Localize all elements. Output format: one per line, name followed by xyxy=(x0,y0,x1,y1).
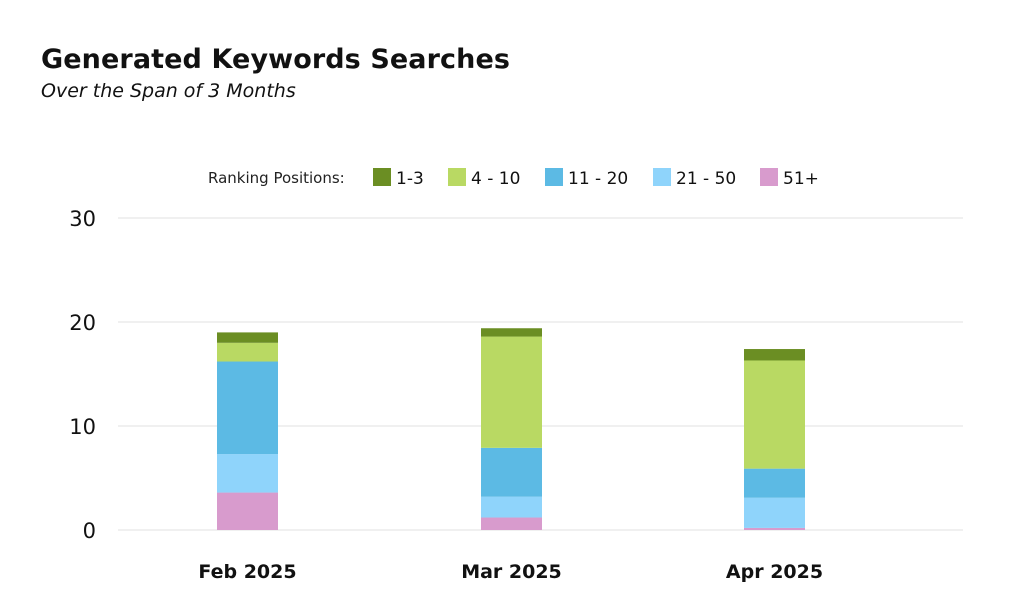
bar-segment xyxy=(744,349,805,361)
bar-segment xyxy=(481,517,542,530)
legend: Ranking Positions: 1-3 4 - 10 11 - 20 21 - … xyxy=(208,168,819,189)
bar-segment xyxy=(217,492,278,530)
y-tick-label: 10 xyxy=(69,415,96,439)
chart-title: Generated Keywords Searches xyxy=(41,44,511,75)
x-tick-label: Mar 2025 xyxy=(461,561,562,583)
legend-swatch xyxy=(760,168,778,186)
chart-subtitle: Over the Span of 3 Months xyxy=(41,80,296,102)
y-tick-label: 30 xyxy=(69,207,96,231)
bar-segment xyxy=(481,496,542,518)
bar-segment xyxy=(217,342,278,362)
bar-segment xyxy=(217,361,278,455)
legend-swatch xyxy=(545,168,563,186)
legend-label: 1-3 xyxy=(396,169,424,189)
bar-segment xyxy=(744,360,805,469)
y-axis-ticks: 0 10 20 30 xyxy=(69,207,96,543)
x-tick-label: Feb 2025 xyxy=(198,561,296,583)
bar-segment xyxy=(744,468,805,498)
legend-swatch xyxy=(373,168,391,186)
bar-segment xyxy=(481,336,542,448)
legend-label: 21 - 50 xyxy=(676,169,736,189)
legend-label: 11 - 20 xyxy=(568,169,628,189)
legend-swatch xyxy=(448,168,466,186)
x-axis-ticks: Feb 2025 Mar 2025 Apr 2025 xyxy=(198,561,823,583)
legend-swatch xyxy=(653,168,671,186)
bar-segment xyxy=(217,332,278,343)
legend-title: Ranking Positions: xyxy=(208,169,345,187)
bars xyxy=(217,328,805,530)
bar-segment xyxy=(481,447,542,497)
bar-segment xyxy=(217,454,278,493)
legend-label: 4 - 10 xyxy=(471,169,520,189)
x-tick-label: Apr 2025 xyxy=(726,561,823,583)
bar-segment xyxy=(481,328,542,337)
legend-label: 51+ xyxy=(783,169,819,189)
y-tick-label: 20 xyxy=(69,311,96,335)
y-tick-label: 0 xyxy=(83,519,96,543)
bar-segment xyxy=(744,527,805,530)
bar-segment xyxy=(744,497,805,528)
